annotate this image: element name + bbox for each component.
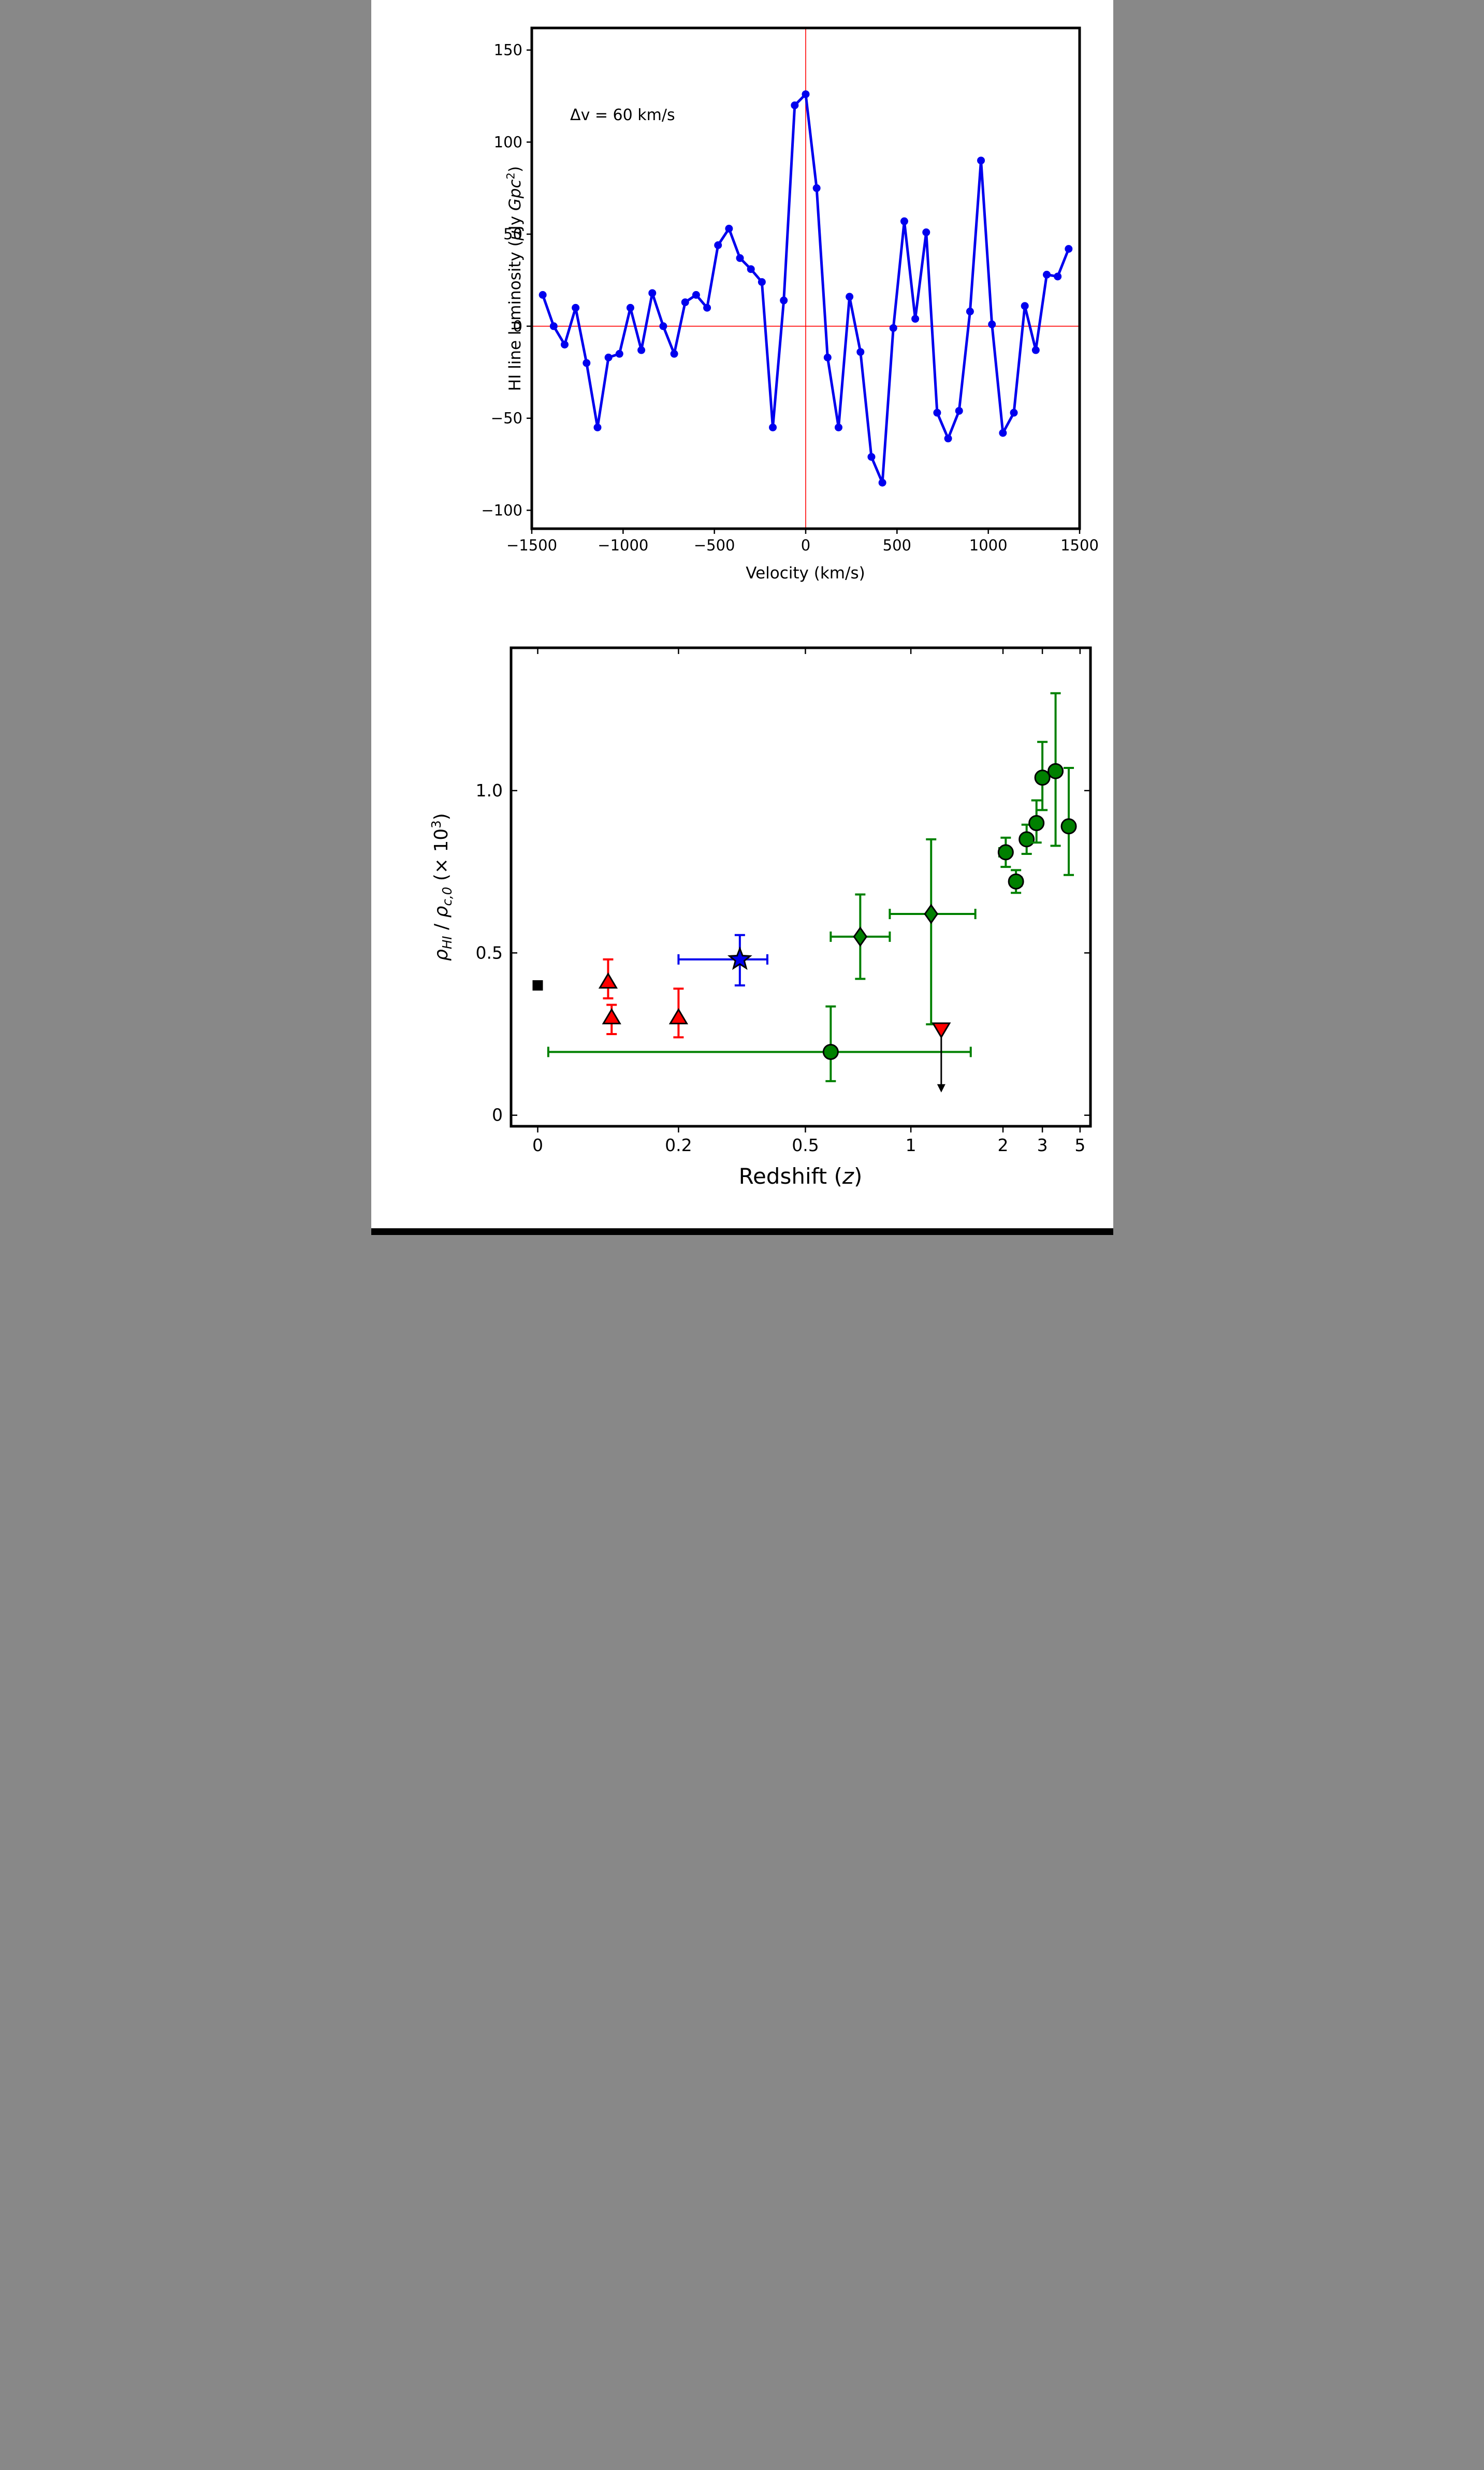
- top-x-tick-label: 1000: [969, 536, 1007, 554]
- top-x-tick-label: −500: [693, 536, 735, 554]
- green-circles-high-z-marker: [1018, 831, 1035, 848]
- red-triangles-up-marker: [602, 1008, 621, 1025]
- green-circles-high-z-marker: [997, 844, 1014, 861]
- top-y-tick-label: 100: [493, 133, 522, 151]
- blue-star-marker: [727, 946, 752, 970]
- top-plot-area: −1500 −1000 −500 0 500 1000 1500150100500−50−1…: [481, 26, 1099, 554]
- green-circles-high-z-marker: [1028, 815, 1044, 832]
- bottom-y-tick-label: 0.5: [475, 942, 502, 963]
- top-x-tick-label: −1000: [598, 536, 648, 554]
- bottom-x-tick-label: 2: [997, 1135, 1008, 1155]
- rho-hi-redshift-chart: 0 0.5 1.0 0 0.2 0.5 1 2 3 5: [475, 646, 1092, 1155]
- green-circles-high-z-marker: [1008, 873, 1024, 890]
- bottom-y-tick-label: 1.0: [475, 780, 502, 801]
- bottom-plot-area: 0 0.5 1.0 0 0.2 0.5 1 2 3 5: [475, 646, 1092, 1155]
- bottom-x-tick-label: 1: [905, 1135, 916, 1155]
- hi-spectrum-chart: −1500 −1000 −500 0 500 1000 1500150100500−50−1…: [481, 26, 1099, 554]
- top-x-tick-label: 500: [882, 536, 911, 554]
- top-y-axis-label: HI line luminosity (μJy Gpc2): [504, 166, 525, 391]
- top-x-tick-label: 1500: [1060, 536, 1099, 554]
- top-x-tick-label: −1500: [506, 536, 557, 554]
- delta-v-annotation: Δv = 60 km/s: [570, 106, 675, 124]
- top-y-tick-label: 0: [513, 317, 522, 335]
- red-upper-limit-marker: [931, 1022, 951, 1039]
- red-triangles-up-marker: [668, 1008, 688, 1025]
- green-diamonds-marker: [853, 926, 867, 947]
- top-y-tick-label: 50: [503, 225, 522, 243]
- top-x-axis-label: Velocity (km/s): [746, 564, 865, 583]
- figure-page: −1500 −1000 −500 0 500 1000 1500 150 100 50 0 −50 −1…: [371, 0, 1113, 1235]
- top-x-tick-label: 0: [801, 536, 810, 554]
- green-diamonds-marker: [923, 904, 938, 924]
- top-y-tick-label: −100: [481, 501, 522, 519]
- screenshot-bottom-bar: [371, 1228, 1113, 1235]
- green-circles-high-z-marker: [1034, 769, 1051, 786]
- bottom-x-tick-label: 3: [1037, 1135, 1047, 1155]
- bottom-x-tick-label: 0.5: [792, 1135, 819, 1155]
- black-square-marker: [532, 980, 543, 991]
- bottom-x-tick-label: 0.2: [665, 1135, 692, 1155]
- bottom-y-axis-label: ρHI / ρc,0 (× 103): [428, 813, 455, 961]
- green-circles-high-z-marker: [1060, 818, 1077, 835]
- spectrum-markers: [539, 90, 1072, 487]
- bottom-plot-border: [510, 646, 1092, 1128]
- bottom-x-axis-label: Redshift (z): [738, 1164, 863, 1189]
- top-y-tick-label: 150: [493, 41, 522, 59]
- green-circle-wide-range-marker: [822, 1043, 839, 1060]
- bottom-y-tick-label: 0: [492, 1105, 503, 1125]
- top-y-tick-label: −50: [490, 410, 522, 427]
- bottom-x-tick-label: 0: [532, 1135, 543, 1155]
- red-triangles-up-marker: [598, 972, 618, 989]
- top-plot-border: [530, 26, 1081, 530]
- upper-limit-arrow: [937, 1034, 945, 1093]
- green-circles-high-z-marker: [1047, 763, 1064, 779]
- bottom-x-tick-label: 5: [1074, 1135, 1085, 1155]
